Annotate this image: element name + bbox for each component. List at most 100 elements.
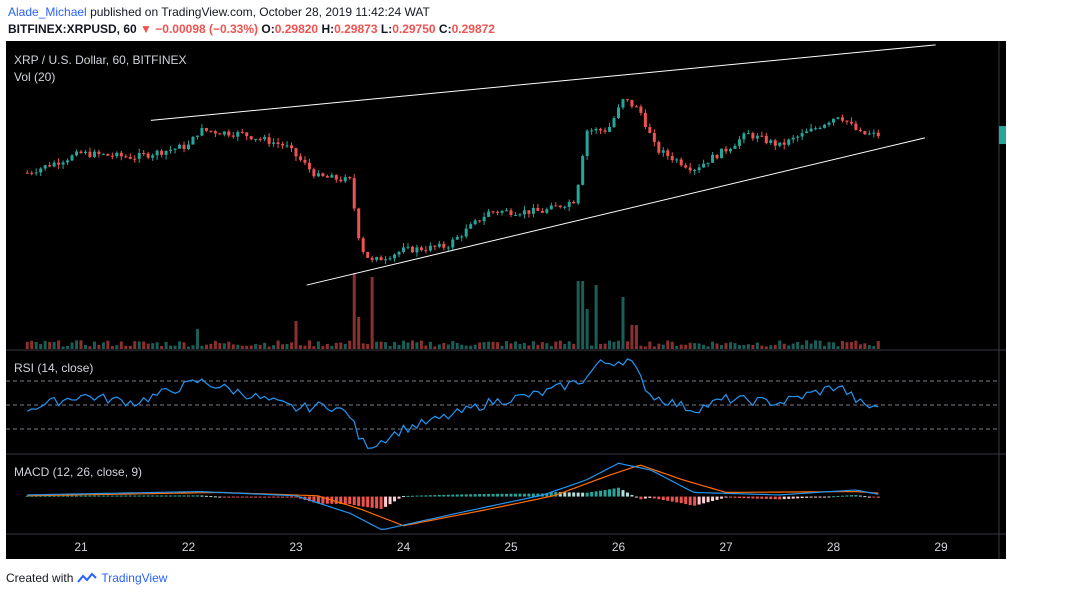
volume-bar: [298, 345, 302, 349]
macd-histogram-bar: [800, 496, 804, 499]
volume-bar: [128, 345, 132, 349]
candle-body: [290, 145, 294, 149]
candle-body: [599, 128, 603, 131]
trendline[interactable]: [150, 44, 936, 121]
candle-body: [254, 138, 258, 140]
macd-histogram-bar: [648, 496, 652, 498]
candle-body: [30, 172, 34, 174]
macd-histogram-bar: [218, 496, 222, 498]
volume-bar: [814, 340, 818, 349]
macd-histogram-bar: [348, 496, 352, 505]
volume-bar: [809, 343, 813, 349]
volume-bar: [805, 340, 809, 349]
volume-bar: [303, 345, 307, 349]
candle-body: [572, 201, 576, 204]
macd-histogram-bar: [455, 494, 459, 497]
volume-bar: [178, 341, 182, 349]
candle-body: [469, 224, 473, 229]
x-tick-label: 29: [934, 540, 948, 554]
x-tick-label: 27: [719, 540, 733, 554]
candle-body: [375, 257, 379, 260]
candle-body: [419, 247, 423, 251]
macd-histogram-bar: [590, 491, 594, 497]
macd-histogram-bar: [728, 496, 732, 498]
candle-body: [688, 167, 692, 171]
candle-body: [751, 133, 755, 139]
tradingview-brand[interactable]: TradingView: [101, 571, 168, 585]
candle-body: [249, 136, 253, 140]
candle-body: [787, 139, 791, 145]
volume-bar: [191, 345, 195, 349]
candle-body: [652, 133, 656, 142]
macd-histogram-bar: [661, 496, 665, 501]
volume-bar: [608, 340, 612, 349]
candle-body: [773, 140, 777, 146]
candle-body: [222, 131, 226, 135]
candle-body: [334, 175, 338, 180]
candle-body: [769, 140, 773, 144]
candle-body: [805, 131, 809, 134]
macd-histogram-bar: [505, 493, 509, 497]
candle-body: [124, 156, 128, 158]
ohlc-label-high: H:: [321, 22, 335, 36]
macd-histogram-bar: [482, 493, 486, 497]
macd-histogram-bar: [272, 496, 276, 498]
macd-histogram-bar: [258, 496, 262, 498]
candle-body: [711, 154, 715, 163]
volume-bar: [733, 343, 737, 349]
candle-body: [115, 152, 119, 157]
macd-histogram-bar: [473, 494, 477, 497]
macd-histogram-bar: [625, 492, 629, 497]
candle-body: [137, 152, 141, 159]
macd-histogram-bar: [491, 493, 495, 497]
candle-body: [670, 156, 674, 161]
volume-bar: [428, 341, 432, 349]
candle-body: [119, 152, 123, 157]
volume-bar: [155, 342, 159, 349]
chart-area[interactable]: 0.320000.310000.300000.290000.280000.270…: [6, 41, 1006, 559]
volume-bars: [25, 273, 880, 349]
candle-body: [796, 136, 800, 138]
candle-body: [101, 153, 105, 155]
volume-bar: [693, 343, 697, 349]
macd-histogram-bar: [433, 495, 437, 497]
candle-body: [576, 184, 580, 204]
candle-body: [702, 163, 706, 168]
macd-histogram-bar: [724, 496, 728, 498]
macd-histogram-bar: [415, 495, 419, 497]
volume-label: Vol (20): [14, 70, 55, 84]
volume-bar: [312, 346, 316, 349]
macd-histogram-bar: [61, 495, 65, 497]
candle-body: [285, 145, 289, 147]
candle-body: [263, 137, 267, 140]
macd-histogram-bar: [227, 496, 231, 498]
volume-bar: [791, 343, 795, 349]
macd-histogram-bar: [424, 495, 428, 497]
volume-bar: [307, 340, 311, 349]
candle-body: [160, 150, 164, 155]
macd-histogram-bar: [249, 496, 253, 498]
candle-body: [522, 210, 526, 215]
macd-histogram: [25, 487, 880, 509]
created-with-text: Created with: [6, 571, 74, 585]
candle-body: [630, 99, 634, 107]
candle-body: [281, 143, 285, 146]
trendline[interactable]: [306, 137, 925, 286]
candle-body: [863, 131, 867, 135]
author-link[interactable]: Alade_Michael: [8, 5, 87, 19]
candle-body: [724, 148, 728, 152]
candle-body: [849, 121, 853, 124]
volume-bar: [845, 342, 849, 349]
volume-bar: [169, 345, 173, 349]
tradingview-logo-icon: [77, 572, 98, 583]
macd-histogram-bar: [151, 495, 155, 497]
candle-body: [876, 132, 880, 136]
symbol-info: BITFINEX:XRPUSD, 60 ▼ −0.00098 (−0.33%) …: [8, 21, 495, 37]
chart-svg[interactable]: 0.320000.310000.300000.290000.280000.270…: [6, 41, 1006, 559]
ohlc-label-open: O:: [261, 22, 275, 36]
macd-histogram-bar: [549, 492, 553, 497]
candle-body: [195, 135, 199, 137]
volume-bar: [464, 345, 468, 349]
volume-bar: [540, 342, 544, 349]
macd-histogram-bar: [464, 494, 468, 497]
